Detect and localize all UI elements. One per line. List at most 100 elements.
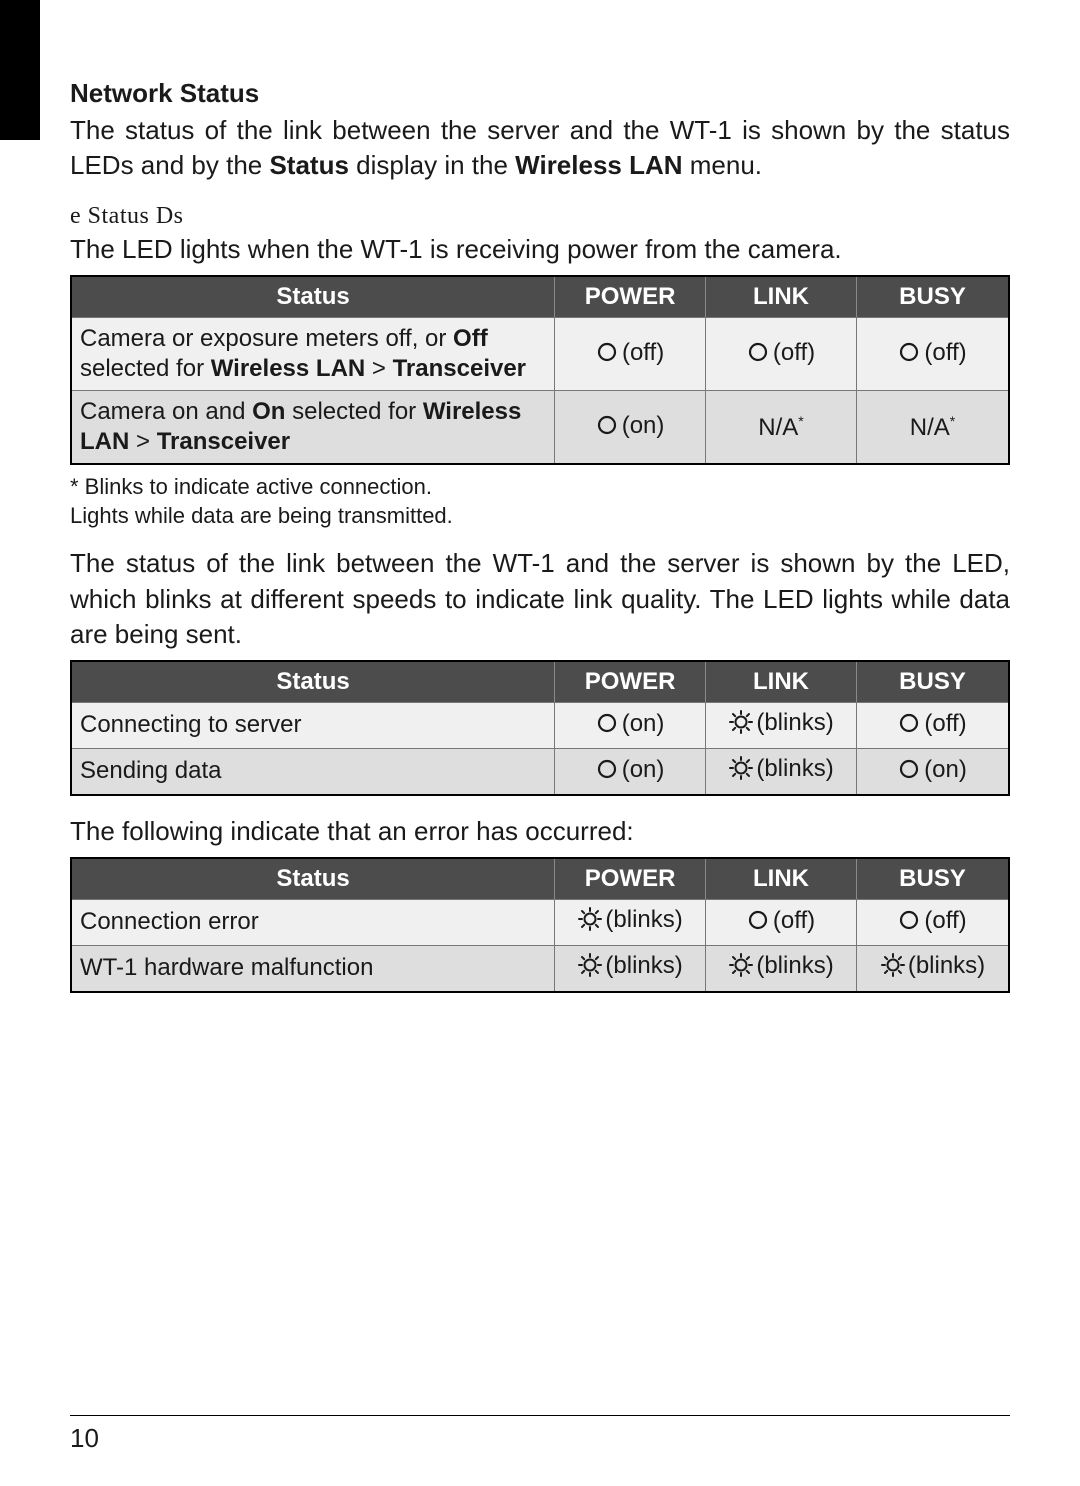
led-state: N/A: [910, 414, 950, 441]
led-state: (off): [773, 907, 815, 934]
th-power: POWER: [555, 662, 706, 702]
sub-title: e Status Ds: [70, 203, 1010, 230]
status-table-3: Status POWER LINK BUSY Connection error (…: [70, 857, 1010, 993]
led-cell-power: (blinks): [555, 945, 706, 991]
th-link: LINK: [706, 859, 857, 899]
power-led-pre: The: [70, 234, 122, 264]
led-cell-link: (blinks): [706, 748, 857, 794]
led-circle-icon: [596, 341, 618, 370]
led-cell-link: N/A*: [706, 390, 857, 463]
error-intro: The following indicate that an error has…: [70, 814, 1010, 849]
led-blink-icon: [728, 952, 754, 985]
led-state: (off): [773, 339, 815, 366]
led-cell-power: (on): [555, 702, 706, 748]
status-table-1: Status POWER LINK BUSY Camera or exposur…: [70, 275, 1010, 465]
table-row: Connecting to server (on) (blinks) (off): [72, 702, 1008, 748]
led-circle-icon: [747, 909, 769, 938]
led-state: (off): [924, 710, 966, 737]
led-cell-busy: N/A*: [857, 390, 1008, 463]
intro-bold-2: Wireless LAN: [515, 150, 682, 180]
footnote-2: Lights while data are being transmitted.: [70, 502, 1010, 531]
status-desc: Connection error: [72, 899, 555, 945]
table-row: Connection error (blinks) (off) (off): [72, 899, 1008, 945]
led-blink-icon: [880, 952, 906, 985]
th-link: LINK: [706, 277, 857, 317]
led-blink-icon: [577, 952, 603, 985]
led-state: (on): [622, 710, 665, 737]
led-circle-icon: [596, 414, 618, 443]
table-header-row: Status POWER LINK BUSY: [72, 277, 1008, 317]
led-state: (off): [924, 339, 966, 366]
led-blink-icon: [728, 709, 754, 742]
intro-bold-1: Status: [269, 150, 348, 180]
table-row: Camera on and On selected for Wireless L…: [72, 390, 1008, 463]
table-row: Sending data(on)(blinks)(on): [72, 748, 1008, 794]
na-sup: *: [950, 413, 955, 429]
status-desc: Camera or exposure meters off, or Off se…: [72, 317, 555, 390]
led-cell-busy: (blinks): [857, 945, 1008, 991]
led-state: (blinks): [908, 952, 985, 979]
led-blink-icon: [728, 755, 754, 788]
led-cell-link: (off): [706, 899, 857, 945]
status-desc: Connecting to server: [72, 702, 555, 748]
led-cell-link: (blinks): [706, 702, 857, 748]
table-header-row: Status POWER LINK BUSY: [72, 859, 1008, 899]
th-power: POWER: [555, 859, 706, 899]
th-power: POWER: [555, 277, 706, 317]
footnote-1: * Blinks to indicate active connection.: [70, 473, 1010, 502]
section-title: Network Status: [70, 78, 1010, 109]
led-cell-busy: (off): [857, 317, 1008, 390]
led-cell-busy: (off): [857, 702, 1008, 748]
led-cell-busy: (on): [857, 748, 1008, 794]
led-blink-icon: [577, 906, 603, 939]
led-circle-icon: [898, 758, 920, 787]
led-circle-icon: [898, 341, 920, 370]
mid-l1: The status of the link between the WT-1 …: [70, 548, 952, 578]
led-cell-link: (blinks): [706, 945, 857, 991]
led-cell-busy: (off): [857, 899, 1008, 945]
status-desc: Camera on and On selected for Wireless L…: [72, 390, 555, 463]
led-state: (blinks): [605, 906, 682, 933]
led-state: (off): [924, 907, 966, 934]
power-led-post: LED lights when the WT-1 is receiving po…: [122, 234, 842, 264]
led-cell-power: (on): [555, 748, 706, 794]
th-status: Status: [72, 277, 555, 317]
led-state: (blinks): [756, 755, 833, 782]
intro-text-2b: display in the: [349, 150, 515, 180]
th-busy: BUSY: [857, 277, 1008, 317]
intro-text-1: The status of the link between the serve…: [70, 115, 1010, 145]
led-state: (on): [622, 756, 665, 783]
th-busy: BUSY: [857, 662, 1008, 702]
led-cell-power: (off): [555, 317, 706, 390]
led-state: (blinks): [756, 709, 833, 736]
page-rule: [70, 1415, 1010, 1416]
intro-paragraph: The status of the link between the serve…: [70, 113, 1010, 183]
table-row: Camera or exposure meters off, or Off se…: [72, 317, 1008, 390]
na-sup: *: [798, 413, 803, 429]
table-row: WT-1 hardware malfunction (blinks) (blinks…: [72, 945, 1008, 991]
th-status: Status: [72, 859, 555, 899]
led-circle-icon: [596, 758, 618, 787]
page-number: 10: [70, 1423, 99, 1454]
page-content: Network Status The status of the link be…: [70, 78, 1010, 993]
power-led-line: The LED lights when the WT-1 is receivin…: [70, 232, 1010, 267]
th-busy: BUSY: [857, 859, 1008, 899]
led-cell-power: (blinks): [555, 899, 706, 945]
intro-text-2a: LEDs and by the: [70, 150, 269, 180]
th-link: LINK: [706, 662, 857, 702]
intro-text-2c: menu.: [683, 150, 763, 180]
led-circle-icon: [747, 341, 769, 370]
page-tab: [0, 0, 40, 140]
table-header-row: Status POWER LINK BUSY: [72, 662, 1008, 702]
footnotes: * Blinks to indicate active connection. …: [70, 473, 1010, 530]
led-state: (on): [622, 412, 665, 439]
led-state: (blinks): [605, 952, 682, 979]
led-state: N/A: [758, 414, 798, 441]
status-table-2: Status POWER LINK BUSY Connecting to ser…: [70, 660, 1010, 796]
led-state: (blinks): [756, 952, 833, 979]
status-desc: WT-1 hardware malfunction: [72, 945, 555, 991]
led-circle-icon: [898, 909, 920, 938]
th-status: Status: [72, 662, 555, 702]
led-state: (off): [622, 339, 664, 366]
led-state: (on): [924, 756, 967, 783]
